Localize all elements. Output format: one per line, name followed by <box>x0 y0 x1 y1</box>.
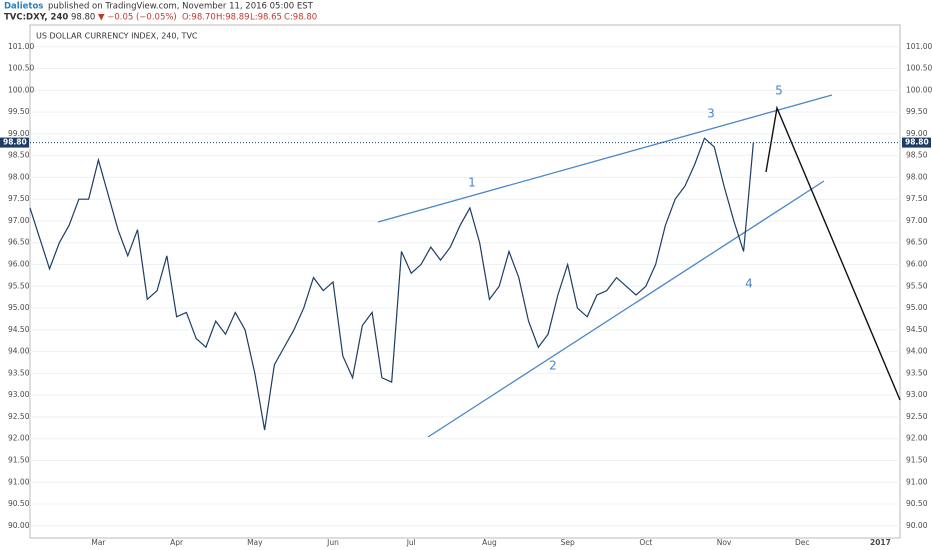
price-line <box>29 137 754 431</box>
y-tick-label: 98.50 <box>8 151 30 160</box>
x-tick-label: Sep <box>561 538 575 547</box>
last: 98.80 <box>71 13 95 23</box>
y-tick-label: 94.00 <box>8 347 30 356</box>
y-tick-label: 99.00 <box>906 129 928 138</box>
x-tick-label: 2017 <box>870 538 891 547</box>
y-tick-label: 97.50 <box>906 194 928 203</box>
ohlc-low: L:98.65 <box>250 13 282 23</box>
published: published on TradingView.com, November 1… <box>48 2 314 12</box>
y-tick-label: 97.00 <box>906 216 928 225</box>
y-tick-label: 91.50 <box>906 455 928 464</box>
y-tick-label: 101.00 <box>8 42 34 51</box>
x-tick-label: May <box>247 538 263 547</box>
x-tick-label: Jul <box>406 538 416 547</box>
y-tick-label: 98.00 <box>906 172 928 181</box>
y-tick-label: 95.50 <box>8 281 30 290</box>
y-tick-label: 92.50 <box>906 412 928 421</box>
y-tick-label: 93.50 <box>906 368 928 377</box>
wave-label: 1 <box>468 176 476 190</box>
y-tick-label: 90.50 <box>906 499 928 508</box>
y-tick-label: 98.00 <box>8 172 30 181</box>
y-tick-label: 99.50 <box>906 107 928 116</box>
lower-trendline <box>427 180 825 438</box>
chart-title: US DOLLAR CURRENCY INDEX, 240, TVC <box>36 32 198 41</box>
y-tick-label: 100.50 <box>8 64 34 73</box>
x-tick-label: Jun <box>326 538 339 547</box>
y-tick-label: 99.00 <box>8 129 30 138</box>
y-tick-label: 91.00 <box>8 477 30 486</box>
wave-label: 5 <box>775 84 783 98</box>
change: ▼ −0.05 (−0.05%) <box>98 13 177 23</box>
y-tick-label: 101.00 <box>906 42 932 51</box>
last-price-box <box>902 137 931 148</box>
x-tick-label: Aug <box>482 538 497 547</box>
y-tick-label: 98.50 <box>906 151 928 160</box>
y-tick-label: 93.50 <box>8 368 30 377</box>
last-price-label: 98.80 <box>905 138 929 147</box>
x-tick-label: Mar <box>91 538 106 547</box>
y-tick-label: 94.50 <box>8 325 30 334</box>
author[interactable]: Dalietos <box>4 2 43 12</box>
y-tick-label: 96.50 <box>906 238 928 247</box>
projection <box>765 105 901 401</box>
ohlc-close: C:98.80 <box>284 13 317 23</box>
y-tick-label: 91.50 <box>8 455 30 464</box>
x-tick-label: Dec <box>795 538 810 547</box>
y-tick-label: 90.50 <box>8 499 30 508</box>
y-tick-label: 99.50 <box>8 107 30 116</box>
wave-label: 2 <box>549 359 557 373</box>
y-tick-label: 97.50 <box>8 194 30 203</box>
y-tick-label: 95.00 <box>8 303 30 312</box>
symbol: TVC:DXY, 240 <box>4 13 68 23</box>
y-tick-label: 90.00 <box>906 521 928 530</box>
upper-trendline <box>377 94 833 223</box>
wave-label: 4 <box>745 277 753 291</box>
x-tick-label: Nov <box>717 538 732 547</box>
y-tick-label: 94.50 <box>906 325 928 334</box>
y-tick-label: 95.50 <box>906 281 928 290</box>
y-tick-label: 94.00 <box>906 347 928 356</box>
y-tick-label: 100.50 <box>906 64 932 73</box>
y-tick-label: 97.00 <box>8 216 30 225</box>
y-tick-label: 93.00 <box>8 390 30 399</box>
y-tick-label: 96.00 <box>8 260 30 269</box>
y-tick-label: 96.50 <box>8 238 30 247</box>
y-tick-label: 90.00 <box>8 521 30 530</box>
y-tick-label: 95.00 <box>906 303 928 312</box>
y-tick-label: 100.00 <box>906 85 932 94</box>
y-tick-label: 92.00 <box>906 434 928 443</box>
y-tick-label: 100.00 <box>8 85 34 94</box>
x-tick-label: Apr <box>170 538 184 547</box>
y-tick-label: 93.00 <box>906 390 928 399</box>
y-tick-label: 96.00 <box>906 260 928 269</box>
y-tick-label: 92.00 <box>8 434 30 443</box>
wave-label: 3 <box>707 107 715 121</box>
x-tick-label: Oct <box>639 538 652 547</box>
last-price-box <box>0 137 29 148</box>
plot-frame <box>29 24 901 539</box>
ohlc-high: H:98.89 <box>216 13 250 23</box>
ohlc-open: O:98.70 <box>182 13 216 23</box>
y-tick-label: 92.50 <box>8 412 30 421</box>
last-price-label: 98.80 <box>3 138 27 147</box>
y-tick-label: 91.00 <box>906 477 928 486</box>
